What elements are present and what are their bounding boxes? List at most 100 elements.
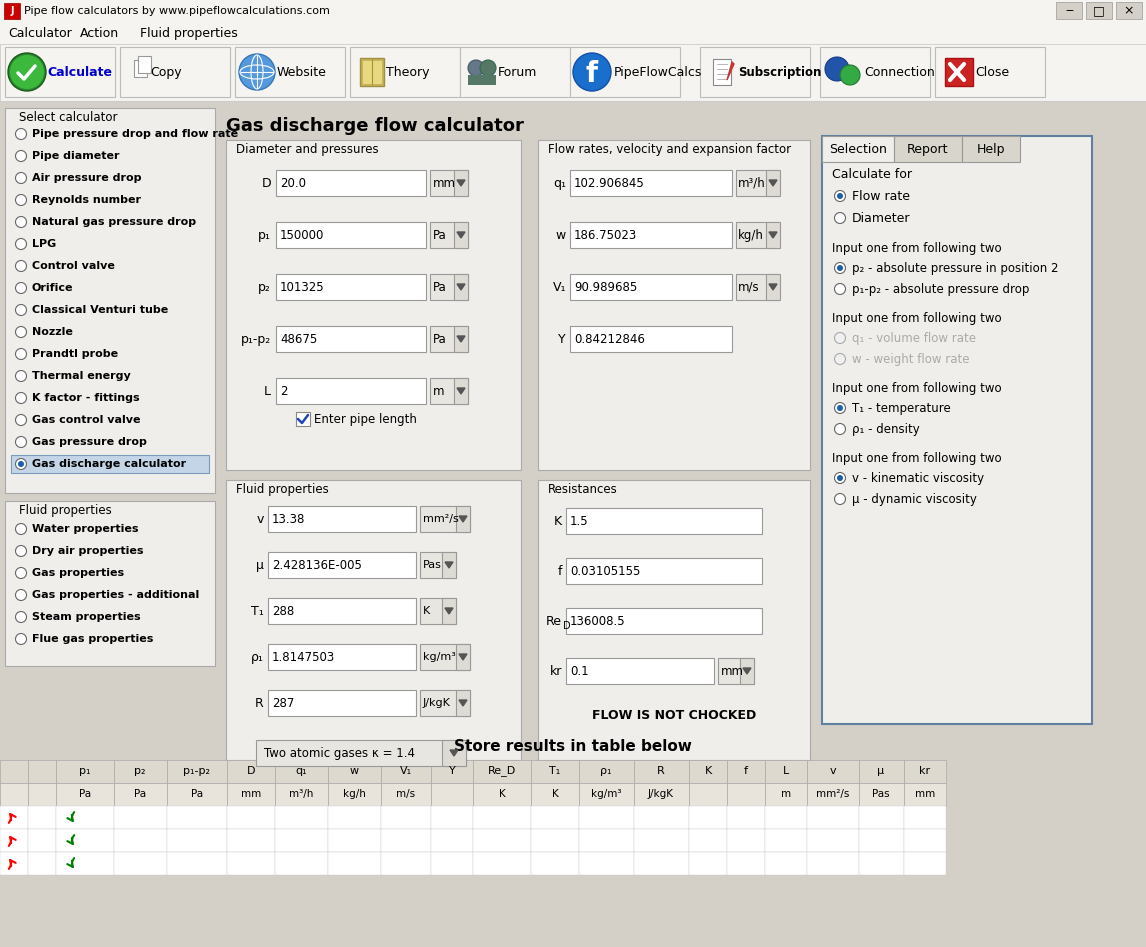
Text: Steam properties: Steam properties (32, 612, 141, 622)
Text: Input one from following two: Input one from following two (832, 312, 1002, 325)
Bar (56, 852, 113, 875)
Text: Pas: Pas (423, 560, 442, 570)
Bar (689, 852, 727, 875)
Bar (473, 829, 531, 852)
Bar (531, 760, 579, 783)
Bar (1086, 2, 1112, 19)
Text: ×: × (1124, 5, 1135, 17)
Text: Water properties: Water properties (32, 524, 139, 534)
Text: Gas pressure drop: Gas pressure drop (32, 437, 147, 447)
Bar (328, 783, 380, 806)
Bar (766, 760, 807, 783)
Polygon shape (457, 180, 465, 186)
Bar (807, 852, 860, 875)
Bar (634, 829, 689, 852)
Text: K: K (554, 514, 562, 527)
Bar (235, 47, 345, 97)
Bar (579, 783, 634, 806)
Bar (727, 783, 766, 806)
Bar (167, 829, 227, 852)
Text: Select calculator: Select calculator (19, 111, 118, 123)
Circle shape (834, 212, 846, 223)
Bar (28, 852, 56, 875)
Text: Y: Y (558, 332, 566, 346)
Text: Reynolds number: Reynolds number (32, 195, 141, 205)
Bar (860, 783, 904, 806)
Text: f: f (586, 60, 598, 88)
Text: kg/m³: kg/m³ (590, 789, 621, 799)
Bar (380, 783, 431, 806)
Bar (5, 108, 215, 493)
Text: V₁: V₁ (400, 766, 413, 776)
Circle shape (480, 60, 496, 76)
Bar (0, 22, 1146, 44)
Text: 287: 287 (272, 696, 295, 709)
Text: Calculator: Calculator (8, 27, 72, 40)
Circle shape (468, 60, 484, 76)
Bar (113, 829, 167, 852)
Bar (935, 47, 1045, 97)
Text: Pa: Pa (433, 228, 447, 241)
Bar (713, 59, 731, 85)
Bar (456, 506, 470, 532)
Text: J: J (10, 6, 14, 16)
Circle shape (837, 475, 843, 481)
Text: □: □ (1093, 5, 1105, 17)
Bar (380, 852, 431, 875)
Text: T₁: T₁ (549, 766, 560, 776)
Circle shape (16, 151, 26, 162)
Text: Pa: Pa (191, 789, 203, 799)
Circle shape (16, 260, 26, 272)
Text: 136008.5: 136008.5 (570, 615, 626, 628)
Text: q₁: q₁ (554, 176, 566, 189)
Bar (0, 783, 28, 806)
Bar (431, 783, 473, 806)
Circle shape (840, 65, 860, 85)
Text: ‒: ‒ (1065, 5, 1073, 17)
Text: Pipe pressure drop and flow rate: Pipe pressure drop and flow rate (32, 129, 238, 139)
Bar (807, 783, 860, 806)
Bar (167, 783, 227, 806)
Text: Enter pipe length: Enter pipe length (314, 413, 417, 425)
Text: K factor - fittings: K factor - fittings (32, 393, 140, 403)
Text: Report: Report (908, 142, 949, 155)
Bar (700, 47, 810, 97)
Bar (113, 806, 167, 829)
Bar (727, 760, 766, 783)
Bar (28, 806, 56, 829)
Bar (120, 47, 230, 97)
Polygon shape (457, 284, 465, 290)
Text: m³/h: m³/h (289, 789, 313, 799)
Text: Store results in table below: Store results in table below (454, 739, 692, 754)
Text: R: R (256, 696, 264, 709)
Text: Resistances: Resistances (548, 483, 618, 495)
Text: kg/h: kg/h (738, 228, 764, 241)
Text: mm²/s: mm²/s (816, 789, 849, 799)
Text: D: D (563, 621, 571, 631)
Bar (860, 760, 904, 783)
Polygon shape (460, 700, 468, 706)
Bar (473, 852, 531, 875)
Text: Flow rates, velocity and expansion factor: Flow rates, velocity and expansion facto… (548, 142, 791, 155)
Bar (904, 760, 945, 783)
Bar (276, 170, 426, 196)
Text: 0.03105155: 0.03105155 (570, 564, 641, 578)
Circle shape (18, 461, 24, 467)
Bar (473, 806, 531, 829)
Text: w: w (350, 766, 359, 776)
Text: 1.5: 1.5 (570, 514, 589, 527)
Circle shape (10, 55, 44, 89)
Bar (570, 47, 680, 97)
Bar (113, 852, 167, 875)
Bar (276, 326, 426, 352)
Text: LPG: LPG (32, 239, 56, 249)
Text: μ: μ (256, 559, 264, 571)
Text: Thermal energy: Thermal energy (32, 371, 131, 381)
Circle shape (834, 402, 846, 414)
Bar (0, 806, 28, 829)
Polygon shape (743, 668, 751, 674)
Bar (766, 783, 807, 806)
Text: m³/h: m³/h (738, 176, 766, 189)
Circle shape (16, 305, 26, 315)
Text: 13.38: 13.38 (272, 512, 305, 526)
